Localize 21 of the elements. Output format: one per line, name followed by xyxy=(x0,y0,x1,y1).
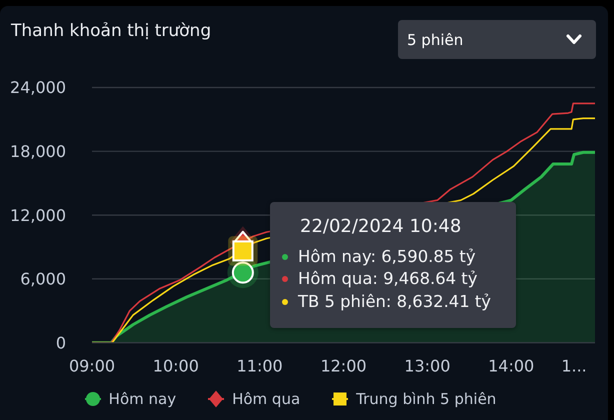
x-tick-label: 10:00 xyxy=(152,356,199,376)
x-tick-label: 12:00 xyxy=(320,356,367,376)
x-tick-label: 13:00 xyxy=(404,356,450,376)
y-tick-label: 0 xyxy=(56,333,66,352)
x-tick-label: 09:00 xyxy=(68,356,116,376)
annotation: TB 5 phiên: 8,632.41 tỷ xyxy=(298,290,491,313)
dropdown: 5 phiên xyxy=(398,20,596,59)
legend-label: Trung bình 5 phiên xyxy=(356,390,496,408)
legend-label: Hôm qua xyxy=(232,390,300,408)
y-tick-label: 6,000 xyxy=(20,270,66,289)
y-tick-label: 18,000 xyxy=(10,142,66,161)
x-tick-label: 11:00 xyxy=(236,356,283,376)
legend-label: Hôm nay xyxy=(108,390,176,408)
annotation: Hôm nay: 6,590.85 tỷ xyxy=(298,246,476,268)
y-tick-label: 12,000 xyxy=(10,206,66,225)
chart-title: Thanh khoản thị trường xyxy=(11,20,212,43)
y-tick-label: 24,000 xyxy=(10,78,66,98)
x-tick-label: 14:00 xyxy=(488,356,534,376)
x-tick-label: 1... xyxy=(561,356,587,376)
annotation: Hôm qua: 9,468.64 tỷ xyxy=(298,268,478,290)
annotation: 22/02/2024 10:48 xyxy=(300,216,462,238)
